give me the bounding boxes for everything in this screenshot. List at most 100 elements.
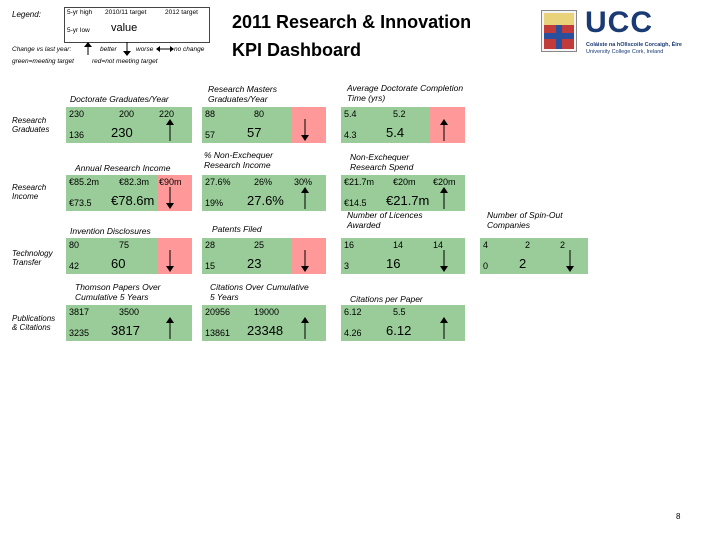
kpi-target-2012: 220 [159,109,175,119]
kpi-target-2011: 25 [254,240,265,250]
kpi-target-2011: 200 [119,109,135,119]
kpi-high: €85.2m [69,177,100,187]
kpi-title-doc-grad: Doctorate Graduates/Year [70,94,169,104]
kpi-title-patents: Patents Filed [212,224,262,234]
trend-up-arrow-icon [166,119,174,141]
kpi-green-zone [202,305,291,341]
row-label-publications: Publications & Citations [12,314,56,332]
page-title-line1: 2011 Research & Innovation [232,12,472,32]
crest-icon [541,10,577,52]
kpi-title-completion: Average Doctorate Completion Time (yrs) [347,83,464,103]
kpi-high: 230 [69,109,85,119]
kpi-green-zone [341,175,430,211]
legend-up-arrow-icon [84,42,92,55]
row-label-research-graduates: Research Graduates [12,116,50,134]
kpi-target-2011: 75 [119,240,130,250]
logo-line2: University College Cork, Ireland [586,49,664,55]
kpi-green-zone [66,107,157,143]
kpi-title-nonexch-income: % Non-Exchequer Research Income [204,150,273,170]
legend-down-arrow-icon [123,42,131,56]
kpi-target-2011: 19000 [254,307,280,317]
kpi-value: 23348 [247,323,284,338]
kpi-target-2011: 14 [393,240,404,250]
kpi-target-2011: 3500 [119,307,140,317]
kpi-value: 60 [111,256,126,271]
kpi-high: 16 [344,240,355,250]
kpi-green-zone [202,175,291,211]
kpi-red-zone [291,107,326,143]
kpi-green-zone [66,305,157,341]
legend-green: green=meeting target [12,58,74,65]
kpi-value: 6.12 [386,323,412,338]
kpi-value: €21.7m [386,193,430,208]
legend-worse: worse [136,46,154,53]
legend-label: Legend: [12,10,41,19]
legend-value: value [111,22,138,34]
kpi-red-zone [291,238,326,274]
logo-text: UCC [585,6,653,39]
kpi-target-2012: 30% [294,177,313,187]
kpi-high: 28 [205,240,216,250]
kpi-value: 5.4 [386,125,405,140]
trend-up-arrow-icon [166,317,174,339]
trend-down-arrow-icon [440,250,448,272]
kpi-value: 27.6% [247,193,284,208]
kpi-cell-citations: 20956 19000 13861 23348 [202,305,326,341]
kpi-low: 136 [69,130,85,140]
kpi-title-invention: Invention Disclosures [70,226,151,236]
kpi-cell-nonexch-income: 27.6% 26% 30% 19% 27.6% [202,175,326,211]
kpi-high: 80 [69,240,80,250]
kpi-low: 4.26 [344,328,362,338]
kpi-value: 230 [111,125,133,140]
kpi-low: 15 [205,261,216,271]
kpi-cell-income: €85.2m €82.3m €90m €73.5 €78.6m [66,175,192,211]
kpi-high: 88 [205,109,216,119]
kpi-value: 3817 [111,323,140,338]
kpi-cell-spinout: 4 2 2 0 2 [480,238,588,274]
kpi-high: €21.7m [344,177,375,187]
kpi-green-zone [341,305,430,341]
kpi-green-zone-right [157,305,192,341]
row-label-research-income: Research Income [12,183,47,201]
kpi-value: 16 [386,256,401,271]
trend-down-arrow-icon [166,187,174,209]
kpi-value: €78.6m [111,193,155,208]
legend-red: red=not meeting target [92,58,158,65]
kpi-target-2011: 5.2 [393,109,406,119]
kpi-green-zone-right [558,238,588,274]
kpi-target-2011: 26% [254,177,273,187]
kpi-title-citations: Citations Over Cumulative 5 Years [210,282,309,302]
kpi-low: €73.5 [69,198,92,208]
kpi-green-zone [341,238,430,274]
kpi-cell-doc-grad: 230 200 220 136 230 [66,107,192,143]
kpi-red-zone [157,238,192,274]
kpi-value: 23 [247,256,262,271]
kpi-title-masters: Research Masters Graduates/Year [208,84,277,104]
kpi-target-2012: €20m [433,177,456,187]
kpi-target-2011: €82.3m [119,177,150,187]
kpi-low: 3235 [69,328,90,338]
kpi-low: 19% [205,198,224,208]
page-number: 8 [676,512,681,521]
legend-low: 5-yr low [67,27,90,34]
trend-up-arrow-icon [301,317,309,339]
kpi-low: 3 [344,261,350,271]
kpi-cell-cpp: 6.12 5.5 4.26 6.12 [341,305,465,341]
page-title-line2: KPI Dashboard [232,40,362,60]
kpi-target-2012: €90m [159,177,182,187]
kpi-cell-nonexch-spend: €21.7m €20m €20m €14.5 €21.7m [341,175,465,211]
kpi-green-zone [66,175,157,211]
kpi-green-zone [480,238,558,274]
kpi-cell-invention: 80 75 42 60 [66,238,192,274]
trend-down-arrow-icon [301,119,309,141]
kpi-cell-licences: 16 14 14 3 16 [341,238,465,274]
kpi-low: 4.3 [344,130,357,140]
legend-no-change-arrow-icon [156,46,174,52]
kpi-low: €14.5 [344,198,367,208]
kpi-target-2011: 80 [254,109,265,119]
kpi-low: 57 [205,130,216,140]
kpi-target-2011: 2 [525,240,531,250]
kpi-target-2012: 14 [433,240,444,250]
kpi-high: 4 [483,240,489,250]
kpi-cell-thomson: 3817 3500 3235 3817 [66,305,192,341]
